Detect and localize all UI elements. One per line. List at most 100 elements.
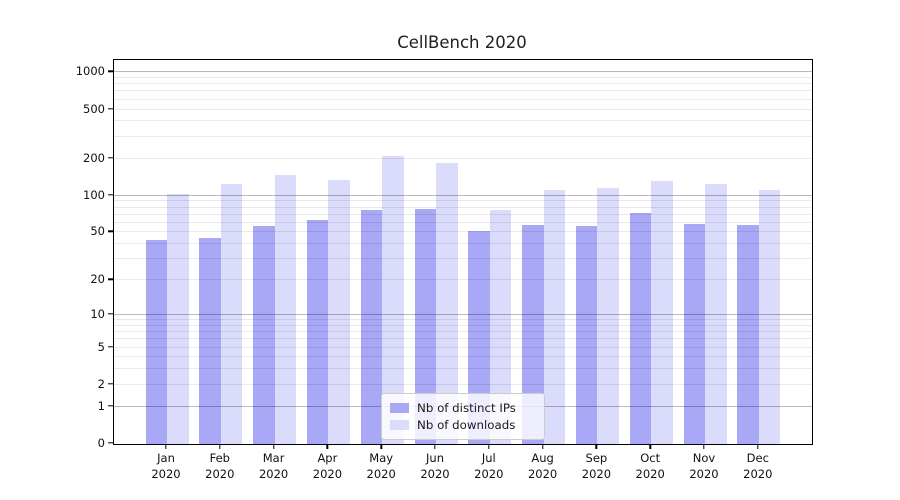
x-axis-tick-label: Apr 2020 xyxy=(312,451,343,481)
bar-distinct-ips-may xyxy=(360,210,383,444)
y-tick-mark xyxy=(107,107,113,110)
x-tick-mark xyxy=(703,444,705,449)
y-axis-tick-label: 20 xyxy=(90,272,105,287)
y-axis-tick-label: 50 xyxy=(90,224,105,239)
minor-gridline xyxy=(114,383,812,385)
legend: Nb of distinct IPs Nb of downloads xyxy=(381,393,545,440)
bar-downloads-nov xyxy=(705,183,727,444)
minor-gridline xyxy=(114,200,812,202)
bar-distinct-ips-sep xyxy=(575,226,598,444)
legend-swatch-distinct-ips xyxy=(390,403,409,413)
bar-downloads-mar xyxy=(274,175,297,444)
x-axis-tick-label: Sep 2020 xyxy=(581,451,612,481)
y-axis-tick-label: 1000 xyxy=(75,64,105,79)
y-tick-mark xyxy=(107,345,113,348)
legend-item: Nb of distinct IPs xyxy=(390,400,536,416)
plot-area: Nb of distinct IPs Nb of downloads xyxy=(113,59,813,445)
bar-distinct-ips-jun xyxy=(414,208,436,444)
minor-gridline xyxy=(114,279,812,281)
legend-label: Nb of downloads xyxy=(417,418,516,432)
minor-gridline xyxy=(114,331,812,333)
minor-gridline xyxy=(114,108,812,110)
bar-downloads-jan xyxy=(167,193,189,444)
x-tick-mark xyxy=(757,444,759,449)
x-axis-tick-label: Jul 2020 xyxy=(474,451,504,481)
minor-gridline xyxy=(114,243,812,245)
chart-title: CellBench 2020 xyxy=(397,33,527,52)
minor-gridline xyxy=(114,83,812,85)
bar-distinct-ips-nov xyxy=(683,223,705,444)
x-axis-tick-label: Oct 2020 xyxy=(635,451,665,481)
minor-gridline xyxy=(114,90,812,92)
bar-downloads-aug xyxy=(543,190,566,444)
minor-gridline xyxy=(114,98,812,100)
bar-downloads-dec xyxy=(758,190,781,444)
y-axis-tick-label: 500 xyxy=(83,101,105,116)
x-tick-mark xyxy=(219,444,221,449)
bar-distinct-ips-jan xyxy=(145,240,167,444)
y-tick-mark xyxy=(107,193,113,196)
y-tick-mark xyxy=(107,156,113,159)
bar-downloads-jul xyxy=(489,210,512,444)
bar-downloads-sep xyxy=(597,188,619,444)
y-tick-mark xyxy=(107,404,113,407)
y-tick-mark xyxy=(107,230,113,233)
x-tick-mark xyxy=(434,444,436,449)
minor-gridline xyxy=(114,206,812,208)
x-tick-mark xyxy=(272,444,275,449)
minor-gridline xyxy=(114,135,812,137)
x-tick-mark xyxy=(595,444,598,449)
bar-downloads-oct xyxy=(651,181,673,444)
bar-downloads-jun xyxy=(436,163,458,444)
minor-gridline xyxy=(114,258,812,260)
x-tick-mark xyxy=(326,444,329,449)
bar-distinct-ips-aug xyxy=(522,224,544,444)
y-axis-tick-label: 100 xyxy=(83,187,105,202)
bar-downloads-apr xyxy=(328,179,350,444)
y-axis-tick-label: 2 xyxy=(97,376,105,391)
minor-gridline xyxy=(114,213,812,215)
bar-distinct-ips-dec xyxy=(737,224,759,444)
y-axis-tick-label: 5 xyxy=(97,339,105,354)
minor-gridline xyxy=(114,338,812,340)
y-tick-mark xyxy=(107,383,113,385)
bar-distinct-ips-mar xyxy=(253,226,275,444)
legend-label: Nb of distinct IPs xyxy=(417,401,516,415)
minor-gridline xyxy=(114,319,812,321)
minor-gridline xyxy=(114,368,812,370)
x-axis-tick-label: Jan 2020 xyxy=(151,451,181,481)
x-axis-tick-label: Mar 2020 xyxy=(258,451,289,481)
major-gridline xyxy=(114,314,812,315)
legend-swatch-downloads xyxy=(390,420,409,430)
y-axis-tick-label: 0 xyxy=(97,436,105,450)
minor-gridline xyxy=(114,346,812,348)
bar-downloads-may xyxy=(382,156,404,444)
bar-distinct-ips-oct xyxy=(629,213,652,444)
bar-distinct-ips-apr xyxy=(306,220,329,444)
minor-gridline xyxy=(114,157,812,159)
bar-distinct-ips-feb xyxy=(199,238,221,444)
x-axis-tick-label: May 2020 xyxy=(366,451,396,481)
x-tick-mark xyxy=(165,444,167,449)
bar-downloads-feb xyxy=(220,184,243,444)
x-axis-tick-label: Dec 2020 xyxy=(743,451,773,481)
y-axis-tick-label: 200 xyxy=(83,150,105,165)
legend-item: Nb of downloads xyxy=(390,417,536,433)
x-tick-mark xyxy=(541,444,544,449)
minor-gridline xyxy=(114,356,812,358)
bar-distinct-ips-jul xyxy=(468,231,490,444)
minor-gridline xyxy=(114,231,812,233)
y-tick-mark xyxy=(107,70,113,72)
y-tick-mark xyxy=(107,313,113,315)
x-axis-tick-label: Aug 2020 xyxy=(527,451,558,481)
x-tick-mark xyxy=(380,444,382,449)
minor-gridline xyxy=(114,324,812,326)
y-axis-tick-label: 10 xyxy=(90,307,105,321)
y-tick-mark xyxy=(107,278,113,280)
minor-gridline xyxy=(114,76,812,78)
y-axis-tick-label: 1 xyxy=(97,398,105,413)
x-axis-tick-label: Nov 2020 xyxy=(689,451,719,481)
minor-gridline xyxy=(114,120,812,122)
x-axis-tick-label: Jun 2020 xyxy=(420,451,450,481)
